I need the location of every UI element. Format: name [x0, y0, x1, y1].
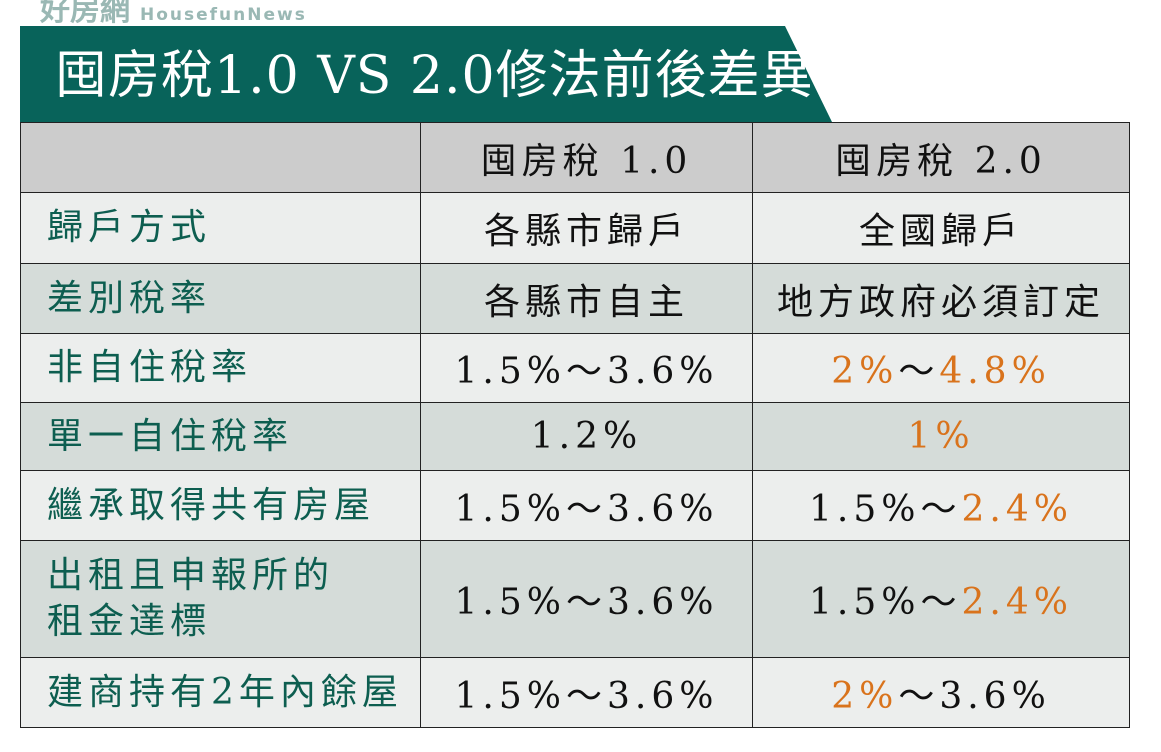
value-text: 各縣市歸戶: [483, 211, 689, 252]
value-text: 1.5%～3.6%: [454, 582, 719, 623]
row-label: 出租且申報所的 租金達標: [20, 540, 421, 658]
highlight-text: 2.4%: [961, 582, 1073, 623]
logo-watermark: 好房網 HousefunNews: [40, 0, 307, 26]
value-2-0: 2%～3.6%: [752, 657, 1130, 728]
table-row: 差別稅率 各縣市自主 地方政府必須訂定: [20, 263, 1130, 334]
value-1-0: 各縣市歸戶: [420, 192, 753, 264]
table-row: 歸戶方式 各縣市歸戶 全國歸戶: [20, 192, 1130, 264]
value-text: 1.5%～3.6%: [454, 675, 719, 717]
logo-zh: 好房網: [40, 0, 130, 28]
value-text: 1.2%: [530, 416, 643, 457]
title-banner: [20, 26, 832, 122]
table-row: 繼承取得共有房屋 1.5%～3.6% 1.5%～2.4%: [20, 470, 1130, 541]
table-header-row: 囤房稅 1.0 囤房稅 2.0: [20, 122, 1130, 193]
value-2-0: 1.5%～2.4%: [752, 540, 1130, 658]
highlight-text: 2%: [831, 675, 899, 717]
value-text: ～: [898, 351, 940, 392]
header-cell-2: 囤房稅 2.0: [752, 122, 1130, 193]
comparison-table: 囤房稅 1.0 囤房稅 2.0 歸戶方式 各縣市歸戶 全國歸戶差別稅率 各縣市自主 地方…: [20, 122, 1130, 728]
value-text: 全國歸戶: [858, 211, 1023, 252]
value-2-0: 1%: [752, 402, 1130, 471]
row-label: 歸戶方式: [20, 192, 421, 264]
header-cell-1: 囤房稅 1.0: [420, 122, 753, 193]
header-cell-empty: [20, 122, 421, 193]
row-label: 差別稅率: [20, 263, 421, 334]
highlight-text: 2.4%: [961, 488, 1073, 530]
highlight-text: 1%: [907, 416, 975, 457]
value-text: 1.5%～: [809, 488, 962, 530]
table-row: 單一自住稅率 1.2% 1%: [20, 402, 1130, 471]
value-text: ～3.6%: [898, 675, 1051, 717]
value-2-0: 2%～4.8%: [752, 333, 1130, 403]
logo-en: HousefunNews: [140, 5, 307, 25]
table-row: 建商持有2年內餘屋 1.5%～3.6% 2%～3.6%: [20, 657, 1130, 728]
value-1-0: 各縣市自主: [420, 263, 753, 334]
highlight-text: 4.8%: [939, 351, 1051, 392]
value-2-0: 地方政府必須訂定: [752, 263, 1130, 334]
value-1-0: 1.2%: [420, 402, 753, 471]
row-label: 非自住稅率: [20, 333, 421, 403]
row-label: 單一自住稅率: [20, 402, 421, 471]
value-text: 地方政府必須訂定: [776, 281, 1105, 323]
value-text: 1.5%～: [809, 582, 962, 623]
table-row: 出租且申報所的 租金達標 1.5%～3.6% 1.5%～2.4%: [20, 540, 1130, 658]
value-text: 1.5%～3.6%: [454, 488, 719, 530]
value-2-0: 全國歸戶: [752, 192, 1130, 264]
row-label: 繼承取得共有房屋: [20, 470, 421, 541]
value-text: 1.5%～3.6%: [454, 351, 719, 392]
page-title: 囤房稅1.0 VS 2.0修法前後差異: [55, 46, 814, 106]
highlight-text: 2%: [831, 351, 899, 392]
value-1-0: 1.5%～3.6%: [420, 540, 753, 658]
value-text: 各縣市自主: [483, 281, 689, 323]
value-1-0: 1.5%～3.6%: [420, 470, 753, 541]
row-label: 建商持有2年內餘屋: [20, 657, 421, 728]
value-1-0: 1.5%～3.6%: [420, 333, 753, 403]
value-1-0: 1.5%～3.6%: [420, 657, 753, 728]
value-2-0: 1.5%～2.4%: [752, 470, 1130, 541]
table-row: 非自住稅率 1.5%～3.6% 2%～4.8%: [20, 333, 1130, 403]
